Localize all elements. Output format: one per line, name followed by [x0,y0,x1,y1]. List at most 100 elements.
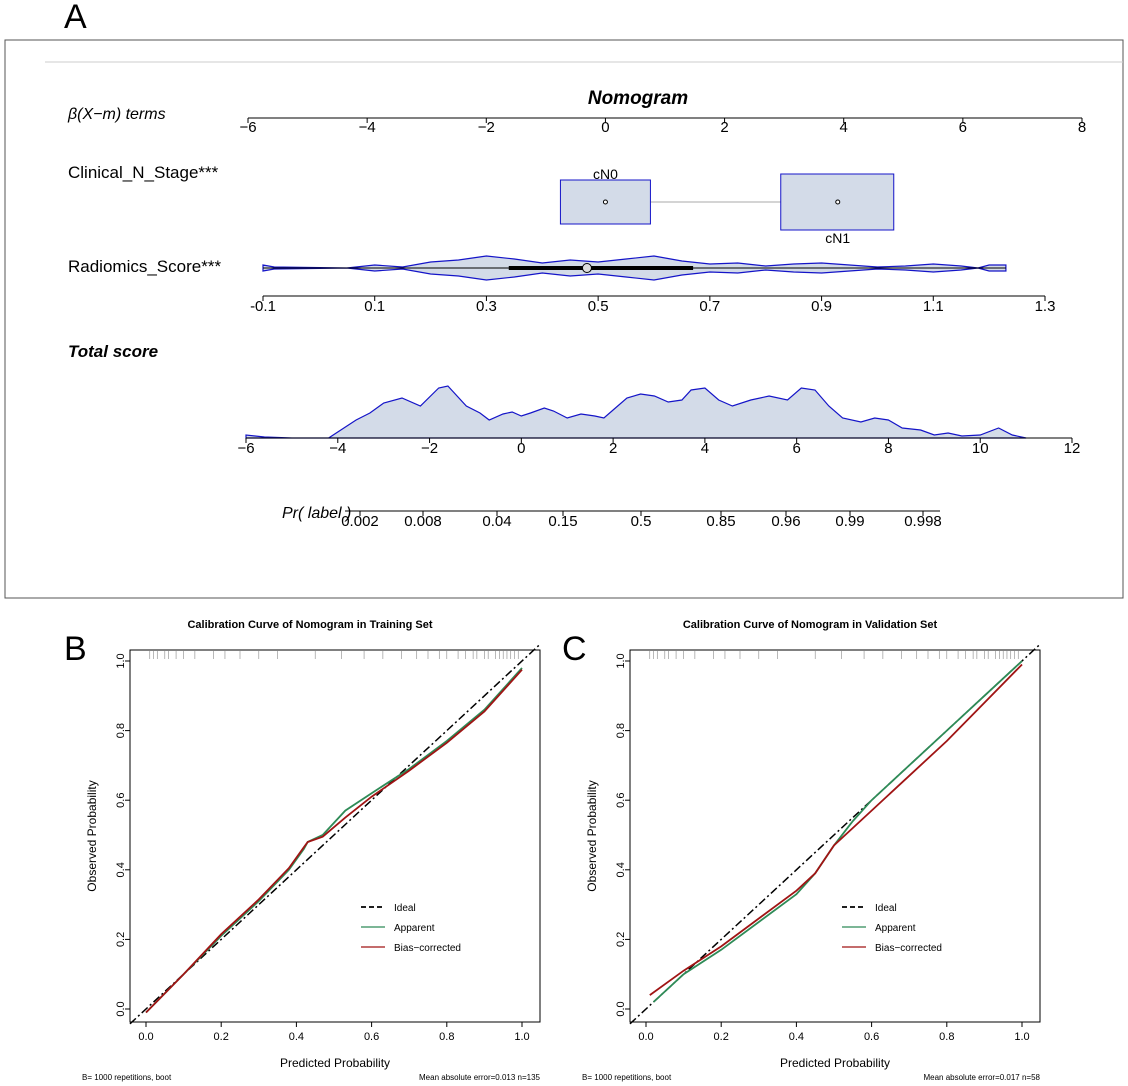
nomogram-chart: Nomogram β(X−m) terms −6 −4 −2 0 2 4 6 8 Clinic… [4,39,1124,599]
legend-label: Ideal [394,903,416,914]
legend: Ideal Apparent Bias−corrected [361,903,461,954]
panel-letter-b: B [64,630,87,668]
radiomics-violin [262,255,1007,281]
plot-frame [629,649,1041,1023]
rug-marks [149,651,519,659]
cn1-label: cN1 [825,230,850,246]
footer-right: Mean absolute error=0.017 n=58 [923,1073,1040,1082]
nomogram-frame [4,39,1124,599]
total-tick-label: −6 [237,440,254,457]
x-tick-label: 0.2 [214,1031,229,1043]
probability-tick-label: 0.998 [904,513,942,530]
nomogram-title: Nomogram [588,88,688,109]
clinical-n-stage-boxes: cN0 cN1 [559,166,895,246]
beta-tick-label: 6 [959,119,967,136]
bias-corrected-line [649,663,1023,996]
total-score-label: Total score [68,342,158,361]
beta-axis-label: β(X−m) terms [67,106,166,123]
panel-letter-a: A [64,0,87,36]
total-tick-label: −2 [421,440,438,457]
y-tick-label: 0.8 [115,723,127,738]
y-tick-label: 0.8 [615,723,627,738]
probability-tick-label: 0.04 [482,513,511,530]
y-axis-label: Observed Probability [85,780,99,891]
radiomics-tick-label: 0.7 [699,298,720,315]
total-score-density [245,385,1027,439]
x-axis-label: Predicted Probability [780,1056,890,1070]
legend-label: Apparent [875,923,916,934]
total-tick-label: 6 [792,440,800,457]
total-tick-label: 8 [884,440,892,457]
y-tick-label: 0.2 [615,932,627,947]
total-tick-label: 4 [701,440,709,457]
x-tick-label: 0.0 [638,1031,653,1043]
total-score-axis: −6 −4 −2 0 2 4 6 8 10 12 [237,437,1081,457]
footer-right: Mean absolute error=0.013 n=135 [419,1073,541,1082]
probability-axis: 0.002 0.008 0.04 0.15 0.5 0.85 0.96 0.99 0.998 [341,510,942,530]
y-tick-label: 0.4 [115,862,127,877]
total-tick-label: 10 [972,440,989,457]
probability-tick-label: 0.99 [835,513,864,530]
beta-tick-label: 4 [840,119,848,136]
beta-tick-label: 0 [601,119,609,136]
x-tick-label: 0.8 [439,1031,454,1043]
radiomics-tick-label: 1.3 [1035,298,1056,315]
y-tick-label: 0.0 [615,1001,627,1016]
total-tick-label: 12 [1064,440,1081,457]
radiomics-median [581,263,592,273]
probability-tick-label: 0.85 [706,513,735,530]
cn0-point [602,199,608,205]
probability-tick-label: 0.96 [771,513,800,530]
y-tick-label: 0.6 [615,793,627,808]
beta-tick-label: −6 [239,119,256,136]
variable-label-clinical: Clinical_N_Stage*** [68,163,219,182]
calibration-training-chart: Calibration Curve of Nomogram in Trainin… [82,619,541,1082]
total-tick-label: 2 [609,440,617,457]
total-density-shape [245,385,1027,439]
x-tick-label: 1.0 [514,1031,529,1043]
footer-left: B= 1000 repetitions, boot [82,1073,172,1082]
x-tick-label: 0.2 [714,1031,729,1043]
legend-label: Bias−corrected [875,943,942,954]
y-tick-label: 1.0 [615,653,627,668]
x-tick-label: 0.4 [289,1031,304,1043]
rug-marks [649,651,1019,659]
beta-tick-label: −4 [359,119,376,136]
radiomics-tick-label: -0.1 [250,298,276,315]
y-tick-label: 0.0 [115,1001,127,1016]
probability-tick-label: 0.15 [548,513,577,530]
cn1-point [835,199,841,205]
cn0-label: cN0 [593,166,618,182]
probability-tick-label: 0.5 [631,513,652,530]
legend-label: Ideal [875,903,897,914]
panel-letter-c: C [562,630,587,668]
radiomics-tick-label: 0.5 [588,298,609,315]
x-tick-label: 0.4 [789,1031,804,1043]
x-axis-label: Predicted Probability [280,1056,390,1070]
radiomics-tick-label: 0.1 [364,298,385,315]
y-tick-label: 0.4 [615,862,627,877]
y-axis-label: Observed Probability [585,780,599,891]
beta-tick-label: 8 [1078,119,1086,136]
footer-left: B= 1000 repetitions, boot [582,1073,672,1082]
total-tick-label: 0 [517,440,525,457]
x-tick-label: 1.0 [1014,1031,1029,1043]
radiomics-tick-label: 1.1 [923,298,944,315]
variable-label-radiomics: Radiomics_Score*** [68,257,221,276]
total-tick-label: −4 [329,440,346,457]
probability-label: Pr( label ) [282,505,351,522]
radiomics-tick-label: 0.9 [811,298,832,315]
x-tick-label: 0.6 [364,1031,379,1043]
beta-axis: −6 −4 −2 0 2 4 6 8 [239,117,1086,136]
probability-tick-label: 0.008 [404,513,442,530]
probability-tick-label: 0.002 [341,513,379,530]
calibration-title: Calibration Curve of Nomogram in Validat… [683,619,938,631]
radiomics-tick-label: 0.3 [476,298,497,315]
apparent-line [145,667,523,1014]
plot-frame [129,649,541,1023]
legend-label: Apparent [394,923,435,934]
legend-label: Bias−corrected [394,943,461,954]
calibration-validation-chart: Calibration Curve of Nomogram in Validat… [582,619,1041,1082]
x-tick-label: 0.8 [939,1031,954,1043]
y-tick-label: 0.2 [115,932,127,947]
